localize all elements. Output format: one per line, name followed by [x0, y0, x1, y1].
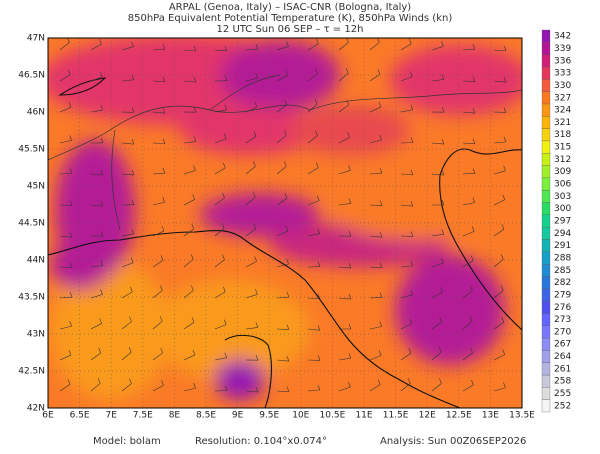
colorbar-label: 300 [554, 204, 571, 214]
colorbar-label: 261 [554, 364, 571, 374]
lon-label: 7.5E [133, 411, 153, 421]
colorbar-label: 288 [554, 253, 571, 263]
colorbar-label: 342 [554, 32, 571, 42]
colorbar-swatch [542, 326, 550, 338]
colorbar-label: 270 [554, 327, 571, 337]
colorbar-label: 303 [554, 192, 571, 202]
colorbar-swatch [542, 79, 550, 91]
colorbar-swatch [542, 400, 550, 412]
colorbar-swatch [542, 252, 550, 264]
colorbar-label: 258 [554, 377, 571, 387]
lat-label: 42N [27, 404, 45, 414]
colorbar-swatch [542, 375, 550, 387]
colorbar-label: 327 [554, 93, 571, 103]
colorbar-label: 330 [554, 81, 571, 91]
lon-label: 11.5E [383, 411, 409, 421]
colorbar-label: 315 [554, 143, 571, 153]
lon-label: 11E [355, 411, 372, 421]
colorbar-swatch [542, 30, 550, 42]
lon-label: 8.5E [196, 411, 216, 421]
colorbar-label: 252 [554, 401, 571, 411]
colorbar-swatch [542, 141, 550, 153]
colorbar-swatch [542, 363, 550, 375]
colorbar-swatch [542, 92, 550, 104]
colorbar-swatch [542, 289, 550, 301]
lon-label: 12.5E [446, 411, 472, 421]
lat-label: 43N [27, 330, 45, 340]
lon-label: 9E [232, 411, 244, 421]
colorbar-swatch [542, 215, 550, 227]
colorbar-swatch [542, 203, 550, 215]
title-line: 850hPa Equivalent Potential Temperature … [128, 13, 453, 24]
colorbar-swatch [542, 153, 550, 165]
colorbar-swatch [542, 387, 550, 399]
colorbar-swatch [542, 178, 550, 190]
colorbar-swatch [542, 104, 550, 116]
colorbar-label: 336 [554, 56, 571, 66]
lat-label: 44N [27, 256, 45, 266]
lat-label: 42.5N [18, 367, 45, 377]
colorbar-label: 264 [554, 352, 571, 362]
colorbar-label: 276 [554, 303, 571, 313]
colorbar-swatch [542, 116, 550, 128]
colorbar-label: 282 [554, 278, 571, 288]
lon-label: 13E [482, 411, 499, 421]
lat-label: 47N [27, 34, 45, 44]
colorbar-swatch [542, 166, 550, 178]
lon-label: 7E [105, 411, 117, 421]
colorbar-label: 285 [554, 266, 571, 276]
colorbar-label: 294 [554, 229, 571, 239]
lat-label: 45N [27, 182, 45, 192]
lon-label: 6.5E [70, 411, 90, 421]
title-line: 12 UTC Sun 06 SEP – τ = 12h [217, 24, 364, 35]
colorbar-label: 321 [554, 118, 571, 128]
lat-label: 46.5N [18, 71, 45, 81]
colorbar-label: 339 [554, 44, 571, 54]
lon-label: 9.5E [259, 411, 279, 421]
footer-model: Model: bolam [93, 436, 161, 447]
colorbar-swatch [542, 129, 550, 141]
lat-label: 46N [27, 108, 45, 118]
lon-label: 10E [292, 411, 309, 421]
colorbar-label: 273 [554, 315, 571, 325]
lat-label: 44.5N [18, 219, 45, 229]
colorbar-label: 306 [554, 180, 571, 190]
colorbar-swatch [542, 190, 550, 202]
footer-analysis: Analysis: Sun 00Z06SEP2026 [380, 436, 526, 447]
footer-resolution: Resolution: 0.104°x0.074° [195, 436, 327, 447]
colorbar-label: 324 [554, 106, 571, 116]
colorbar-swatch [542, 67, 550, 79]
lon-label: 8E [169, 411, 181, 421]
colorbar-label: 297 [554, 217, 571, 227]
colorbar-swatch [542, 313, 550, 325]
colorbar-label: 318 [554, 130, 571, 140]
colorbar-swatch [542, 264, 550, 276]
colorbar-swatch [542, 227, 550, 239]
map-field [40, 35, 530, 408]
colorbar-swatch [542, 338, 550, 350]
lat-label: 43.5N [18, 293, 45, 303]
colorbar-swatch [542, 55, 550, 67]
colorbar: 252 255 258 261 264 267 270 273 276 279 282 285 288 2… [542, 30, 571, 412]
colorbar-swatch [542, 350, 550, 362]
colorbar-swatch [542, 301, 550, 313]
colorbar-label: 255 [554, 389, 571, 399]
lon-label: 10.5E [320, 411, 346, 421]
lat-label: 45.5N [18, 145, 45, 155]
colorbar-swatch [542, 42, 550, 54]
colorbar-swatch [542, 239, 550, 251]
colorbar-label: 267 [554, 340, 571, 350]
colorbar-label: 333 [554, 69, 571, 79]
colorbar-swatch [542, 276, 550, 288]
lon-label: 12E [419, 411, 436, 421]
colorbar-label: 309 [554, 167, 571, 177]
colorbar-label: 291 [554, 241, 571, 251]
lon-label: 13.5E [509, 411, 535, 421]
colorbar-label: 279 [554, 290, 571, 300]
colorbar-label: 312 [554, 155, 571, 165]
title-line: ARPAL (Genoa, Italy) – ISAC-CNR (Bologna… [169, 2, 411, 13]
